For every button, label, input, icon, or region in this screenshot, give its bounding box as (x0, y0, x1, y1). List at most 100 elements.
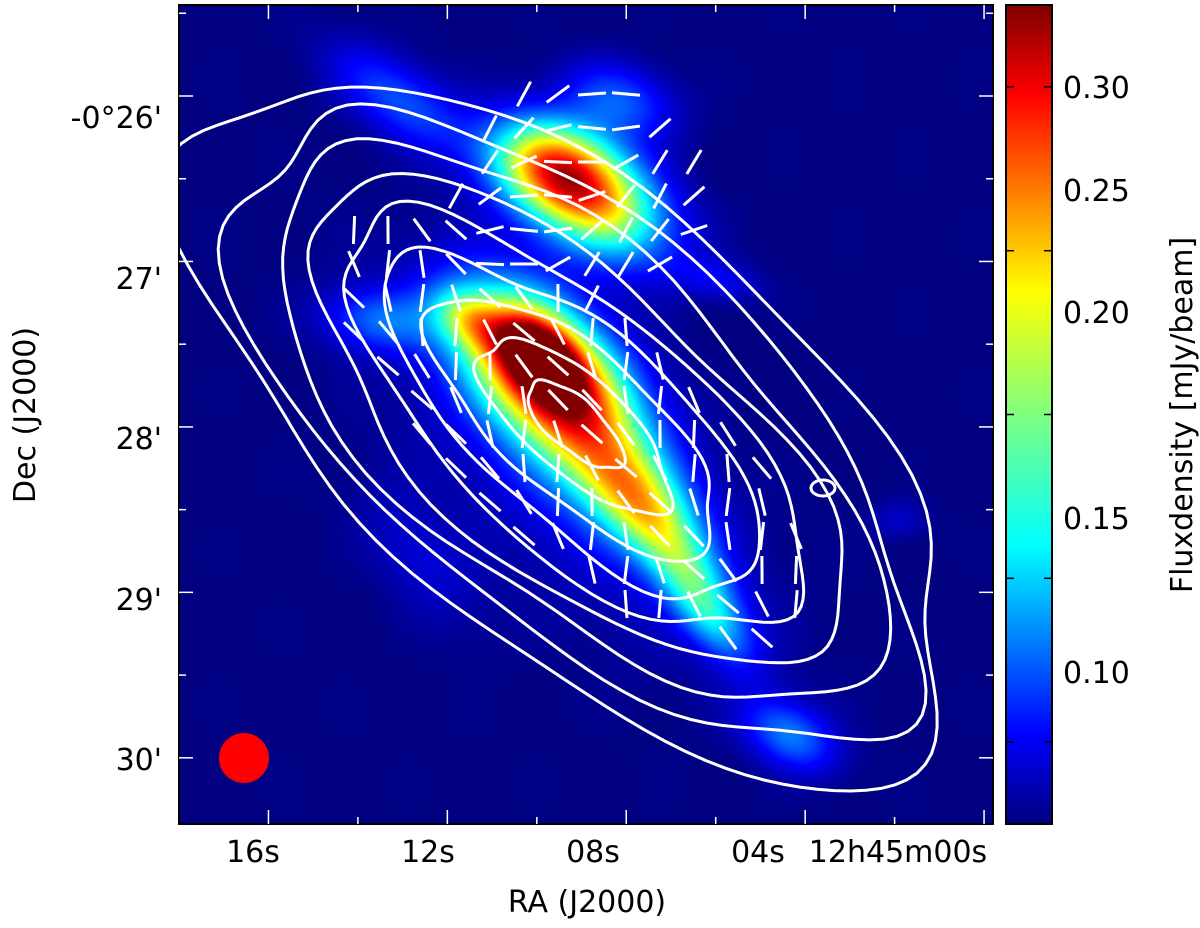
polarization-vector (555, 453, 561, 483)
polarization-vector (718, 557, 738, 583)
polarization-vector (583, 251, 601, 277)
polarization-vector (513, 116, 535, 140)
polarization-vector (687, 386, 701, 414)
polarization-vector (482, 318, 498, 346)
y-tick-label: 29' (116, 583, 162, 618)
polarization-vector (616, 421, 636, 447)
polarization-vector (682, 559, 706, 581)
polarization-vector (719, 421, 737, 447)
polarization-vector (342, 321, 366, 343)
polarization-vector (578, 190, 606, 202)
contour-level (179, 85, 939, 793)
polarization-vector (509, 227, 539, 233)
y-tick-label: 30' (116, 743, 162, 778)
polarization-vector (754, 590, 770, 618)
polarization-vector (550, 318, 566, 346)
polarization-vector (520, 419, 528, 449)
polarization-vector (648, 491, 672, 513)
polarization-vector (521, 453, 527, 483)
polarization-vector (587, 556, 597, 584)
polarization-vector (514, 285, 534, 311)
polarization-vector (683, 524, 705, 548)
polarization-vector (555, 487, 561, 517)
polarization-vector (486, 385, 494, 415)
polarization-vector (588, 521, 596, 551)
polarization-vector (444, 423, 468, 445)
polarization-vector (453, 351, 459, 381)
polarization-vector (584, 284, 600, 312)
polarization-vector (475, 261, 505, 267)
polarization-vectors (342, 80, 803, 651)
polarization-vector (444, 219, 468, 241)
polarization-vector (622, 555, 630, 585)
contour-level (526, 378, 627, 470)
polarization-vector (551, 522, 565, 550)
x-tick-label: 12h45m00s (809, 835, 987, 870)
polarization-vector (685, 149, 703, 175)
polarization-vector (418, 249, 426, 279)
polarization-vector (351, 215, 357, 245)
polarization-vector (479, 456, 501, 480)
y-tick-label: 28' (116, 422, 162, 457)
polarization-vector (543, 226, 573, 234)
axis-ticks (179, 5, 993, 824)
polarization-vector (520, 385, 528, 415)
polarization-vector (512, 321, 536, 343)
colorbar-tick-label: 0.10 (1063, 656, 1130, 691)
polarization-vector (716, 593, 740, 615)
polarization-vector (648, 117, 672, 139)
polarization-vector (618, 216, 634, 244)
colorbar-tick-label: 0.30 (1063, 71, 1130, 106)
polarization-vector (757, 488, 767, 516)
polarization-vector (545, 84, 571, 104)
polarization-vector (418, 283, 426, 313)
x-tick-label: 08s (566, 835, 620, 870)
polarization-vector (510, 154, 538, 170)
polarization-vector (617, 251, 635, 277)
polarization-vector (544, 123, 572, 133)
polarization-vector (611, 124, 641, 132)
polarization-vector (691, 453, 697, 483)
y-tick-labels: -0°26' 27' 28' 29' 30' (71, 101, 162, 778)
y-axis-label: Dec (J2000) (8, 327, 43, 503)
polarization-vector (652, 182, 668, 210)
polarization-vector (480, 149, 500, 175)
x-tick-label: 16s (226, 835, 280, 870)
polarization-vector (622, 521, 630, 551)
polarization-vector (622, 385, 630, 415)
polarization-vector (652, 454, 668, 482)
polarization-vector (450, 284, 462, 312)
polarization-vector (725, 453, 731, 483)
polarization-vector (724, 487, 732, 517)
polarization-vector (649, 524, 671, 548)
polarization-vector (478, 491, 502, 513)
polarization-vector (547, 388, 569, 412)
polarization-vector (623, 317, 629, 347)
plot-frame (178, 4, 994, 825)
polarization-vector (444, 457, 468, 479)
polarization-vector (651, 149, 669, 175)
polarization-vector (680, 224, 708, 236)
contour-level (216, 102, 928, 742)
polarization-vector (758, 521, 766, 551)
y-tick-label: 27' (116, 262, 162, 297)
polarization-vector (647, 255, 673, 273)
x-tick-labels: 16s 12s 08s 04s 12h45m00s (226, 835, 987, 870)
polarization-vector (419, 317, 425, 347)
polarization-vector (586, 352, 598, 380)
polarization-vector (410, 389, 434, 411)
polarization-vector (657, 589, 663, 619)
polarization-vector (622, 351, 630, 381)
contour-level (382, 245, 762, 601)
polarization-vector (750, 627, 774, 649)
polarization-vector (546, 355, 570, 377)
polarization-vector (650, 218, 670, 242)
polarization-vector (485, 420, 495, 448)
polarization-vector (718, 625, 738, 651)
polarization-vector (611, 91, 641, 97)
polarization-vector (688, 488, 700, 516)
polarization-vector (412, 217, 432, 243)
polarization-vector (793, 555, 799, 585)
x-tick-label: 04s (731, 835, 785, 870)
